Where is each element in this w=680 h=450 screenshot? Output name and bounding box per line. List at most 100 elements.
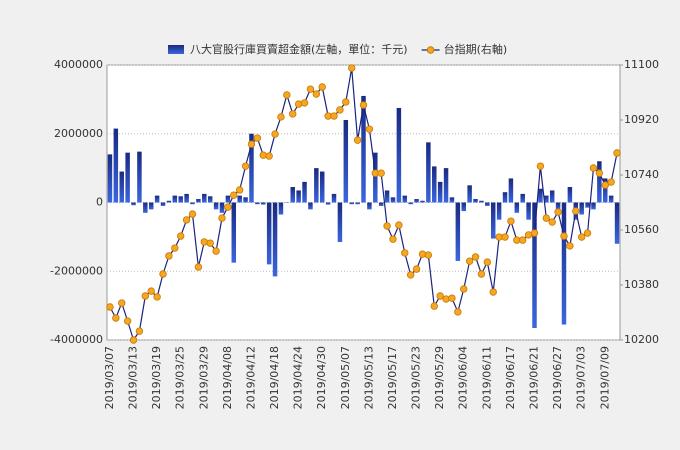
x-tick-label: 2019/03/19 bbox=[150, 346, 163, 409]
bar bbox=[367, 202, 372, 210]
bar bbox=[196, 199, 201, 203]
line-marker bbox=[572, 207, 580, 215]
line-marker bbox=[519, 236, 527, 244]
line-marker bbox=[177, 232, 185, 240]
y2-tick-label: 10200 bbox=[624, 333, 659, 346]
bar bbox=[461, 202, 466, 212]
bar bbox=[390, 197, 396, 203]
line-marker bbox=[489, 288, 497, 296]
y2-tick-label: 10920 bbox=[624, 113, 659, 126]
bar bbox=[255, 202, 260, 205]
y-tick-label: 2000000 bbox=[54, 127, 103, 140]
x-tick-label: 2019/03/07 bbox=[103, 346, 116, 409]
x-tick-label: 2019/04/24 bbox=[292, 346, 305, 409]
x-tick-label: 2019/06/17 bbox=[504, 346, 517, 409]
bar bbox=[349, 202, 354, 205]
line-marker bbox=[542, 214, 550, 222]
bar bbox=[555, 202, 561, 210]
y-tick-label: 0 bbox=[96, 196, 103, 209]
bar bbox=[148, 202, 154, 210]
bar bbox=[343, 120, 349, 203]
bar bbox=[479, 200, 484, 203]
bar bbox=[190, 202, 195, 205]
line-marker bbox=[235, 186, 244, 194]
x-tick-label: 2019/06/11 bbox=[480, 346, 493, 409]
bar bbox=[166, 200, 172, 203]
bar bbox=[113, 128, 119, 203]
bar bbox=[119, 171, 124, 203]
line-marker bbox=[536, 162, 545, 170]
legend-label: 台指期(右軸) bbox=[444, 42, 508, 56]
line-marker bbox=[359, 101, 368, 109]
bar bbox=[131, 202, 136, 206]
line-marker bbox=[300, 99, 309, 107]
y2-tick-label: 10740 bbox=[624, 168, 659, 181]
line-marker bbox=[583, 229, 592, 237]
line-marker bbox=[430, 302, 438, 310]
bar bbox=[207, 196, 213, 203]
line-marker bbox=[200, 238, 208, 246]
line-marker bbox=[560, 232, 568, 240]
y2-tick-label: 11100 bbox=[624, 58, 659, 71]
bar bbox=[154, 195, 160, 203]
bar bbox=[143, 202, 148, 213]
y-tick-label: -2000000 bbox=[50, 264, 103, 277]
line-marker bbox=[353, 136, 362, 144]
bar bbox=[591, 202, 596, 210]
line-marker bbox=[477, 270, 486, 278]
bar bbox=[261, 202, 266, 205]
line-marker bbox=[171, 244, 179, 252]
x-tick-label: 2019/05/07 bbox=[339, 346, 352, 409]
bar bbox=[549, 190, 555, 203]
line-marker bbox=[206, 239, 214, 247]
line-marker bbox=[106, 303, 114, 311]
line-marker bbox=[253, 134, 262, 142]
line-marker bbox=[465, 257, 474, 265]
line-marker bbox=[377, 169, 385, 177]
bar bbox=[473, 199, 478, 203]
bar bbox=[202, 193, 207, 203]
line-marker bbox=[123, 317, 132, 325]
bar bbox=[538, 188, 543, 203]
bar bbox=[384, 190, 390, 203]
x-tick-label: 2019/05/13 bbox=[362, 346, 375, 409]
y2-tick-label: 10560 bbox=[624, 223, 659, 236]
line-marker bbox=[589, 164, 598, 172]
bar bbox=[314, 168, 319, 203]
x-tick-label: 2019/04/08 bbox=[221, 346, 234, 409]
bar bbox=[290, 187, 295, 203]
bar bbox=[614, 202, 620, 244]
line-marker bbox=[194, 263, 203, 271]
line-marker bbox=[401, 249, 409, 257]
bar bbox=[414, 199, 419, 203]
line-marker bbox=[247, 140, 256, 148]
line-marker bbox=[212, 247, 220, 255]
x-tick-label: 2019/04/12 bbox=[244, 346, 257, 409]
line-marker bbox=[471, 253, 480, 261]
line-marker bbox=[277, 113, 285, 121]
bar bbox=[567, 187, 573, 203]
line-marker bbox=[613, 149, 621, 157]
legend-marker bbox=[426, 46, 435, 54]
bar bbox=[402, 195, 408, 203]
line-marker bbox=[460, 285, 468, 293]
line-marker bbox=[289, 110, 297, 118]
line-marker bbox=[395, 221, 403, 229]
bar bbox=[308, 202, 313, 210]
bar bbox=[178, 196, 183, 203]
line-marker bbox=[389, 235, 397, 243]
line-marker bbox=[577, 233, 586, 241]
x-tick-label: 2019/04/18 bbox=[268, 346, 281, 409]
bar bbox=[449, 197, 455, 203]
bar bbox=[608, 195, 614, 203]
bar bbox=[337, 202, 343, 243]
line-marker bbox=[141, 292, 150, 300]
line-marker bbox=[348, 64, 356, 72]
line-marker bbox=[406, 271, 415, 279]
bar bbox=[172, 195, 178, 203]
line-marker bbox=[448, 294, 456, 302]
bar bbox=[137, 151, 142, 203]
bar bbox=[526, 202, 531, 220]
bar bbox=[184, 193, 189, 203]
line-marker bbox=[530, 229, 539, 237]
